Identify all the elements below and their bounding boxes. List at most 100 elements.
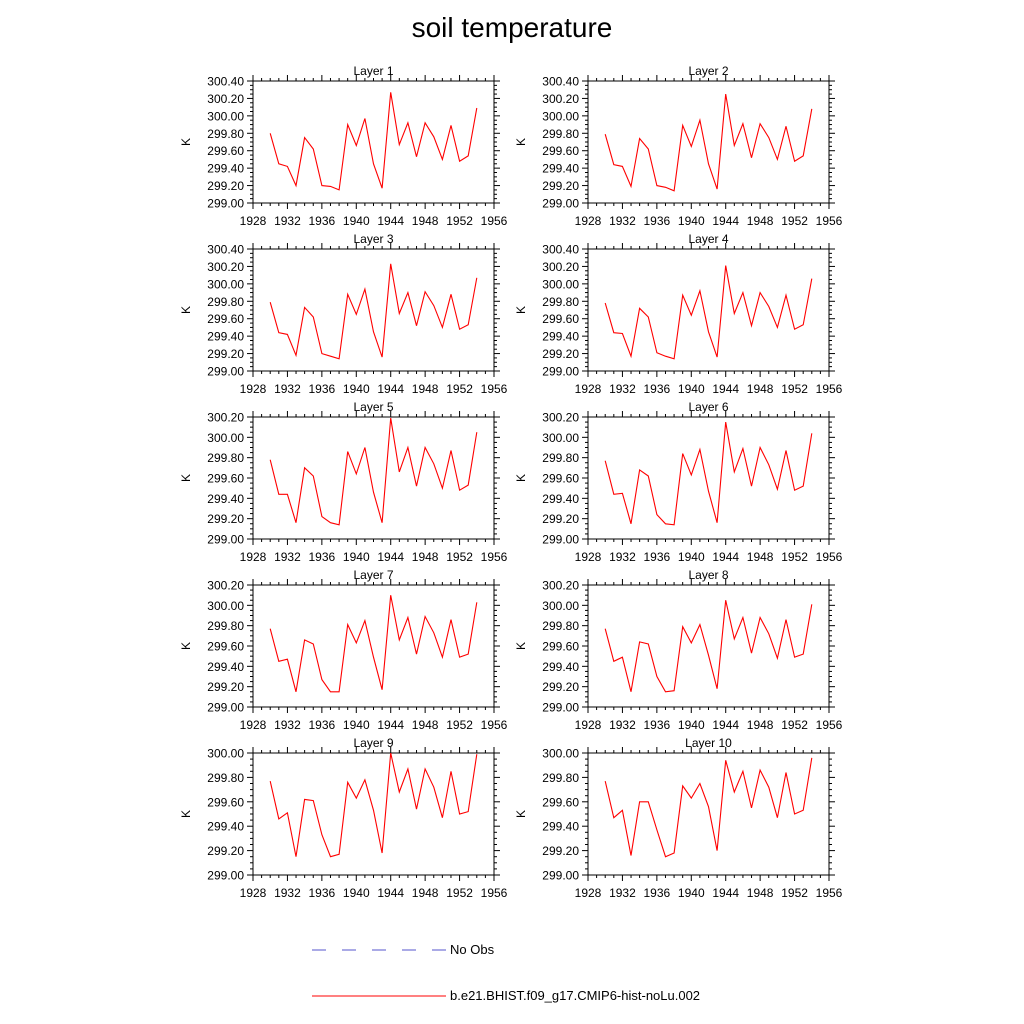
y-tick-label: 299.40 <box>207 330 244 344</box>
x-tick-label: 1940 <box>343 550 370 564</box>
y-tick-label: 299.00 <box>542 533 579 547</box>
plot-frame <box>587 80 830 204</box>
legend-marks <box>312 949 446 997</box>
x-tick-label: 1936 <box>309 214 336 228</box>
x-tick-label: 1928 <box>240 214 267 228</box>
x-tick-label: 1932 <box>609 886 636 900</box>
legend-label-no-obs: No Obs <box>450 942 495 957</box>
panel-layer-7: Layer 7 299.00 299.20 299.40 299.60 299.80 300… <box>179 568 508 732</box>
x-tick-label: 1928 <box>575 718 602 732</box>
x-tick-label: 1940 <box>343 382 370 396</box>
y-tick-label: 300.00 <box>207 599 244 613</box>
panel-title: Layer 9 <box>353 736 393 750</box>
x-tick-label: 1944 <box>377 718 404 732</box>
x-tick-label: 1928 <box>240 550 267 564</box>
x-tick-label: 1928 <box>575 214 602 228</box>
x-tick-label: 1956 <box>481 382 508 396</box>
x-tick-label: 1952 <box>446 550 473 564</box>
y-tick-label: 299.40 <box>542 492 579 506</box>
plot-frame <box>252 80 495 204</box>
panel-title: Layer 1 <box>353 64 393 78</box>
x-tick-label: 1944 <box>712 886 739 900</box>
plot-frame <box>252 752 495 876</box>
y-tick-label: 299.00 <box>207 197 244 211</box>
y-axis-label: K <box>179 642 193 650</box>
x-tick-label: 1948 <box>412 718 439 732</box>
y-tick-label: 300.20 <box>207 92 244 106</box>
x-tick-label: 1948 <box>412 886 439 900</box>
y-tick-label: 299.20 <box>207 179 244 193</box>
x-tick-label: 1932 <box>274 886 301 900</box>
y-axis-label: K <box>514 810 528 818</box>
y-tick-label: 300.00 <box>542 277 579 291</box>
y-tick-label: 300.00 <box>207 431 244 445</box>
x-tick-label: 1940 <box>678 214 705 228</box>
y-tick-label: 299.80 <box>542 771 579 785</box>
panel-title: Layer 2 <box>688 64 728 78</box>
y-tick-label: 299.40 <box>207 162 244 176</box>
panel-layer-6: Layer 6 299.00 299.20 299.40 299.60 299.80 300… <box>514 400 843 564</box>
y-tick-label: 299.60 <box>207 472 244 486</box>
series-line <box>604 94 813 192</box>
plot-frame <box>252 416 495 540</box>
y-tick-label: 300.20 <box>542 411 579 425</box>
y-axis-label: K <box>179 810 193 818</box>
x-tick-label: 1932 <box>609 382 636 396</box>
x-tick-label: 1952 <box>781 382 808 396</box>
x-tick-label: 1928 <box>575 382 602 396</box>
x-tick-label: 1944 <box>712 382 739 396</box>
y-tick-label: 299.80 <box>207 771 244 785</box>
series-line <box>604 757 813 858</box>
plot-frame <box>252 248 495 372</box>
plot-frame <box>587 416 830 540</box>
plot-frame <box>587 248 830 372</box>
x-tick-label: 1948 <box>747 718 774 732</box>
y-tick-label: 299.00 <box>542 365 579 379</box>
x-tick-label: 1948 <box>412 550 439 564</box>
x-tick-label: 1948 <box>412 214 439 228</box>
panel-layer-1: Layer 1 299.00 299.20 299.40 299.60 299.80 300… <box>179 64 508 228</box>
y-tick-label: 299.60 <box>542 312 579 326</box>
y-tick-label: 299.60 <box>207 640 244 654</box>
x-tick-label: 1936 <box>644 886 671 900</box>
panel-title: Layer 5 <box>353 400 393 414</box>
y-tick-label: 299.20 <box>542 347 579 361</box>
panel-layer-5: Layer 5 299.00 299.20 299.40 299.60 299.80 300… <box>179 400 508 564</box>
y-tick-label: 300.00 <box>542 431 579 445</box>
y-tick-label: 299.20 <box>542 512 579 526</box>
x-tick-label: 1932 <box>609 550 636 564</box>
x-tick-label: 1952 <box>446 718 473 732</box>
plot-frame <box>252 584 495 708</box>
x-tick-label: 1936 <box>644 550 671 564</box>
x-tick-label: 1940 <box>678 886 705 900</box>
x-tick-label: 1952 <box>781 550 808 564</box>
x-tick-label: 1944 <box>377 886 404 900</box>
x-tick-label: 1940 <box>678 382 705 396</box>
x-tick-label: 1952 <box>781 718 808 732</box>
x-tick-label: 1952 <box>781 886 808 900</box>
y-tick-label: 299.00 <box>542 197 579 211</box>
x-tick-label: 1952 <box>446 886 473 900</box>
y-tick-label: 299.40 <box>207 820 244 834</box>
y-tick-label: 300.00 <box>207 109 244 123</box>
y-tick-label: 299.00 <box>542 869 579 883</box>
y-tick-label: 300.20 <box>542 92 579 106</box>
x-tick-label: 1940 <box>678 718 705 732</box>
x-tick-label: 1956 <box>816 382 843 396</box>
y-tick-label: 300.20 <box>542 579 579 593</box>
x-tick-label: 1928 <box>575 886 602 900</box>
panel-layer-3: Layer 3 299.00 299.20 299.40 299.60 299.80 300… <box>179 232 508 396</box>
y-tick-label: 299.20 <box>207 347 244 361</box>
y-tick-label: 299.00 <box>207 365 244 379</box>
y-tick-label: 299.00 <box>207 869 244 883</box>
panel-title: Layer 6 <box>688 400 728 414</box>
y-tick-label: 300.40 <box>542 243 579 257</box>
y-tick-label: 299.60 <box>207 144 244 158</box>
y-tick-label: 300.00 <box>542 747 579 761</box>
y-tick-label: 299.80 <box>542 451 579 465</box>
x-tick-label: 1952 <box>781 214 808 228</box>
y-axis-label: K <box>179 306 193 314</box>
x-tick-label: 1948 <box>747 214 774 228</box>
y-tick-label: 299.40 <box>207 492 244 506</box>
x-tick-label: 1948 <box>747 886 774 900</box>
